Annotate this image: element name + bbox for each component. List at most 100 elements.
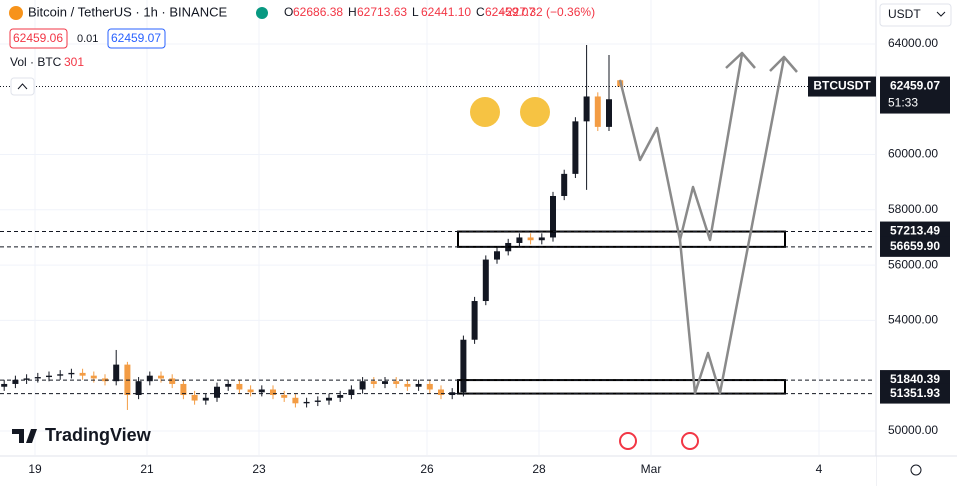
candle-body bbox=[79, 372, 86, 376]
time-axis bbox=[0, 456, 876, 486]
candle-body bbox=[135, 381, 142, 396]
volume-label: Vol · BTC bbox=[10, 55, 62, 69]
ohlc-label: L bbox=[412, 5, 419, 19]
collapse-icon bbox=[17, 83, 28, 90]
candle-body bbox=[550, 195, 556, 238]
candle-body bbox=[482, 259, 489, 302]
ohlc-value: 62459.07 bbox=[485, 5, 535, 19]
coin-icon bbox=[9, 6, 23, 20]
axis-labels: 50000.00 54000.00 56000.00 58000.00 60000.00… bbox=[28, 36, 950, 476]
emoji bbox=[470, 97, 500, 127]
level-label: 51840.39 bbox=[890, 372, 940, 386]
level-label: 51351.93 bbox=[890, 386, 940, 400]
level-tag bbox=[880, 383, 950, 404]
candle-body bbox=[68, 372, 75, 375]
candle-body bbox=[449, 392, 456, 396]
settings-icon[interactable] bbox=[910, 464, 922, 476]
level-tag bbox=[880, 236, 950, 257]
candle-body bbox=[359, 381, 366, 390]
candle-body bbox=[326, 397, 332, 401]
candle-body bbox=[146, 375, 153, 382]
ask: 62459.07 bbox=[111, 31, 161, 45]
candle-body bbox=[158, 375, 164, 379]
candle-body bbox=[281, 395, 288, 398]
candle-body bbox=[438, 389, 444, 396]
candle-body bbox=[113, 364, 120, 382]
candle-body bbox=[594, 96, 601, 127]
candle-body bbox=[1, 383, 8, 387]
arrow-head bbox=[725, 51, 756, 69]
collapse-button[interactable] bbox=[10, 77, 35, 96]
symbol-tag bbox=[808, 76, 876, 97]
ohlc-value: 62441.10 bbox=[421, 5, 471, 19]
spread: 0.01 bbox=[77, 33, 98, 45]
x-tick-label: 23 bbox=[252, 462, 266, 476]
y-tick-label: 58000.00 bbox=[888, 202, 938, 216]
last-price-tag bbox=[880, 76, 950, 114]
level-label: 56659.90 bbox=[890, 239, 940, 253]
arrow-head bbox=[769, 55, 798, 73]
candle-body bbox=[471, 301, 478, 340]
ohlc-label: C bbox=[476, 5, 485, 19]
ask-box[interactable] bbox=[107, 28, 166, 49]
bid: 62459.06 bbox=[13, 31, 63, 45]
projection-path bbox=[678, 57, 786, 395]
ohlc-label: H bbox=[348, 5, 357, 19]
candle-body bbox=[516, 237, 523, 243]
candle-body bbox=[314, 400, 321, 402]
y-tick-label: 60000.00 bbox=[888, 147, 938, 161]
ohlc-value: 62686.38 bbox=[293, 5, 343, 19]
status-icon bbox=[256, 7, 268, 19]
candle-body bbox=[303, 401, 310, 404]
candle-body bbox=[180, 383, 187, 396]
volume-value: 301 bbox=[64, 55, 84, 69]
last-price-label: 62459.07 bbox=[890, 79, 940, 93]
candle-body bbox=[90, 375, 97, 379]
x-tick-label: Mar bbox=[641, 462, 662, 476]
candle-body bbox=[191, 395, 198, 401]
candle-body bbox=[415, 383, 422, 387]
candle-body bbox=[236, 383, 243, 390]
candle-body bbox=[583, 96, 590, 122]
x-tick-label: 4 bbox=[816, 462, 823, 476]
event-icon[interactable] bbox=[619, 432, 637, 450]
candle-body bbox=[572, 121, 579, 174]
projection bbox=[618, 51, 798, 395]
zone-box bbox=[457, 379, 786, 395]
ohlc-label: O bbox=[284, 5, 293, 19]
currency-dropdown[interactable] bbox=[879, 3, 952, 27]
zone-box bbox=[457, 230, 786, 248]
candle-body bbox=[292, 397, 299, 404]
candle-body bbox=[337, 395, 344, 398]
candle-body bbox=[348, 389, 355, 396]
currency: USDT bbox=[888, 7, 921, 21]
candle-body bbox=[247, 389, 254, 393]
candle-body bbox=[57, 374, 64, 376]
y-tick-label: 50000.00 bbox=[888, 423, 938, 437]
candle-body bbox=[382, 381, 388, 384]
event-icon[interactable] bbox=[681, 432, 699, 450]
candle-body bbox=[202, 397, 209, 401]
y-tick-label: 54000.00 bbox=[888, 313, 938, 327]
candle-body bbox=[258, 389, 265, 393]
candle-body bbox=[561, 173, 568, 196]
candle-body bbox=[46, 375, 52, 378]
candle-body bbox=[404, 383, 411, 387]
candle-body bbox=[12, 379, 19, 384]
change: −227.32 (−0.36%) bbox=[499, 5, 595, 19]
dropdown-icon bbox=[936, 11, 946, 17]
candle-body bbox=[23, 378, 30, 380]
y-tick-label: 56000.00 bbox=[888, 257, 938, 271]
candle-body bbox=[606, 99, 612, 127]
candle-body bbox=[527, 237, 534, 241]
candle-body bbox=[214, 386, 220, 398]
candle-body bbox=[494, 251, 500, 260]
level-tag bbox=[880, 221, 950, 242]
symbol-title: Bitcoin / TetherUS · 1h · BINANCE bbox=[28, 4, 227, 19]
ohlc: O 62686.38 H 62713.63 L 62441.10 C 62459.07 bbox=[284, 5, 535, 19]
candle-body bbox=[169, 378, 176, 384]
bid-box[interactable] bbox=[9, 28, 68, 49]
level-label: 57213.49 bbox=[890, 224, 940, 238]
countdown: 51:33 bbox=[888, 96, 918, 110]
